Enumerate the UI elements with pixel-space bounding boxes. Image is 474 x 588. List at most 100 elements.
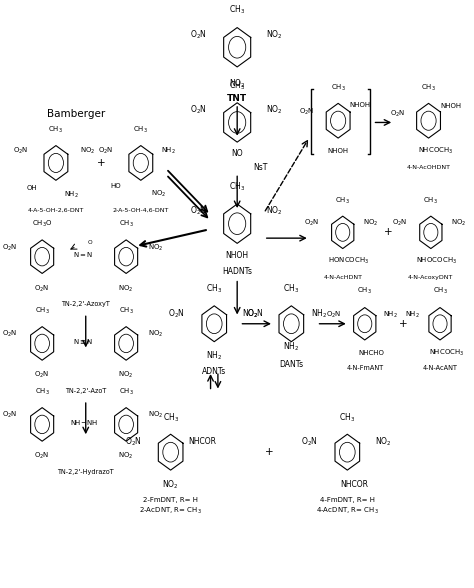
Text: O$_2$N: O$_2$N — [125, 436, 141, 448]
Text: NHCOR: NHCOR — [340, 480, 368, 489]
Text: CH$_3$: CH$_3$ — [118, 306, 134, 316]
Text: CH$_3$: CH$_3$ — [433, 286, 447, 296]
Text: NO$_2$: NO$_2$ — [148, 242, 163, 252]
Text: O$_2$N: O$_2$N — [35, 283, 50, 293]
Text: TN-2,2'-AzoT: TN-2,2'-AzoT — [65, 388, 106, 394]
Text: O$_2$N: O$_2$N — [326, 309, 341, 320]
Text: NH$_2$: NH$_2$ — [206, 350, 222, 362]
Text: O$_2$N: O$_2$N — [390, 109, 405, 119]
Text: O$_2$N: O$_2$N — [247, 307, 264, 320]
Text: TNT: TNT — [227, 93, 247, 103]
Text: 4-A-5-OH-2,6-DNT: 4-A-5-OH-2,6-DNT — [27, 208, 84, 213]
Text: NHOH: NHOH — [328, 148, 349, 155]
Text: NO$_2$: NO$_2$ — [266, 205, 283, 217]
Text: NO$_2$: NO$_2$ — [242, 307, 258, 320]
Text: O$_2$N: O$_2$N — [304, 218, 319, 228]
Text: CH$_3$: CH$_3$ — [283, 283, 300, 295]
Text: NHOCOCH$_3$: NHOCOCH$_3$ — [416, 256, 457, 266]
Text: CH$_3$O: CH$_3$O — [32, 219, 53, 229]
Text: NO$_2$: NO$_2$ — [375, 436, 392, 448]
Text: NO$_2$: NO$_2$ — [266, 103, 283, 116]
Text: N$=$N: N$=$N — [73, 250, 93, 259]
Text: NH$_2$: NH$_2$ — [161, 146, 176, 156]
Text: CH$_3$: CH$_3$ — [335, 195, 350, 206]
Text: HO: HO — [110, 183, 121, 189]
Text: NsT: NsT — [253, 163, 267, 172]
Text: 4-N-FmANT: 4-N-FmANT — [346, 365, 383, 370]
Text: +: + — [265, 447, 273, 457]
Text: O$_2$N: O$_2$N — [299, 107, 315, 117]
Text: CH$_3$: CH$_3$ — [423, 195, 438, 206]
Text: O$_2$N: O$_2$N — [2, 329, 18, 339]
Text: +: + — [384, 228, 393, 238]
Text: NO$_2$: NO$_2$ — [363, 218, 378, 228]
Text: CH$_3$: CH$_3$ — [163, 411, 179, 424]
Text: O$_2$N: O$_2$N — [2, 242, 18, 252]
Text: 4-N-AcoxyDNT: 4-N-AcoxyDNT — [408, 275, 454, 280]
Text: NO$_2$: NO$_2$ — [266, 28, 283, 41]
Text: 2-A-5-OH-4,6-DNT: 2-A-5-OH-4,6-DNT — [113, 208, 169, 213]
Text: NO$_2$: NO$_2$ — [451, 218, 466, 228]
Text: NO$_2$: NO$_2$ — [118, 451, 134, 462]
Text: Bamberger: Bamberger — [47, 109, 106, 119]
Text: NH$_2$: NH$_2$ — [405, 309, 420, 320]
Text: 2-FmDNT, R= H: 2-FmDNT, R= H — [143, 497, 198, 503]
Text: NO$_2$: NO$_2$ — [80, 146, 96, 156]
Text: NH$-$NH: NH$-$NH — [70, 418, 97, 427]
Text: O$_2$N: O$_2$N — [35, 370, 50, 380]
Text: O$_2$N: O$_2$N — [190, 205, 207, 217]
Text: NO$_2$: NO$_2$ — [162, 478, 179, 491]
Text: CH$_3$: CH$_3$ — [229, 181, 245, 193]
Text: NO$_2$: NO$_2$ — [229, 78, 246, 90]
Text: NHCOCH$_3$: NHCOCH$_3$ — [429, 348, 465, 358]
Text: NH$_2$: NH$_2$ — [64, 190, 80, 200]
Text: NHOH: NHOH — [350, 102, 371, 108]
Text: CH$_3$: CH$_3$ — [229, 79, 245, 92]
Text: +: + — [97, 158, 105, 168]
Text: O$_2$N: O$_2$N — [2, 410, 18, 420]
Text: OH: OH — [27, 185, 37, 191]
Text: CH$_3$: CH$_3$ — [331, 83, 346, 93]
Text: NO$_2$: NO$_2$ — [118, 370, 134, 380]
Text: NHCOCH$_3$: NHCOCH$_3$ — [418, 146, 453, 156]
Text: CH$_3$: CH$_3$ — [48, 125, 64, 135]
Text: N$\equiv$N: N$\equiv$N — [73, 337, 93, 346]
Text: ADNTs: ADNTs — [202, 367, 227, 376]
Text: O: O — [88, 240, 92, 245]
Text: NO$_2$: NO$_2$ — [118, 283, 134, 293]
Text: CH$_3$: CH$_3$ — [118, 387, 134, 397]
Text: NO$_2$: NO$_2$ — [151, 189, 167, 199]
Text: NHCOR: NHCOR — [188, 437, 216, 446]
Text: NO$_2$: NO$_2$ — [148, 410, 163, 420]
Text: +: + — [399, 319, 408, 329]
Text: NH$_2$: NH$_2$ — [311, 307, 327, 320]
Text: O$_2$N: O$_2$N — [35, 451, 50, 462]
Text: HADNTs: HADNTs — [222, 267, 252, 276]
Text: CH$_3$: CH$_3$ — [357, 286, 372, 296]
Text: CH$_3$: CH$_3$ — [35, 306, 50, 316]
Text: 4-N-AcANT: 4-N-AcANT — [423, 365, 457, 370]
Text: O$_2$N: O$_2$N — [392, 218, 407, 228]
Text: NHCHO: NHCHO — [359, 350, 384, 356]
Text: O$_2$N: O$_2$N — [190, 28, 207, 41]
Text: CH$_3$: CH$_3$ — [339, 411, 356, 424]
Text: 4-N-AcOHDNT: 4-N-AcOHDNT — [407, 165, 451, 170]
Text: O$_2$N: O$_2$N — [168, 307, 185, 320]
Text: CH$_3$: CH$_3$ — [206, 283, 222, 295]
Text: TN-2,2'-AzoxyT: TN-2,2'-AzoxyT — [61, 301, 110, 307]
Text: 4-FmDNT, R= H: 4-FmDNT, R= H — [320, 497, 375, 503]
Text: CH$_3$: CH$_3$ — [133, 125, 148, 135]
Text: NHOH: NHOH — [440, 103, 461, 109]
Text: O$_2$N: O$_2$N — [98, 146, 114, 156]
Text: O$_2$N: O$_2$N — [190, 103, 207, 116]
Text: NO: NO — [231, 149, 243, 158]
Text: CH$_3$: CH$_3$ — [421, 83, 436, 93]
Text: TN-2,2'-HydrazoT: TN-2,2'-HydrazoT — [57, 469, 114, 475]
Text: NO$_2$: NO$_2$ — [148, 329, 163, 339]
Text: DANTs: DANTs — [279, 360, 303, 369]
Text: CH$_3$: CH$_3$ — [35, 387, 50, 397]
Text: HONCOCH$_3$: HONCOCH$_3$ — [328, 256, 369, 266]
Text: 4-AcDNT, R= CH$_3$: 4-AcDNT, R= CH$_3$ — [316, 506, 379, 516]
Text: 2-AcDNT, R= CH$_3$: 2-AcDNT, R= CH$_3$ — [139, 506, 202, 516]
Text: NH$_2$: NH$_2$ — [283, 340, 300, 353]
